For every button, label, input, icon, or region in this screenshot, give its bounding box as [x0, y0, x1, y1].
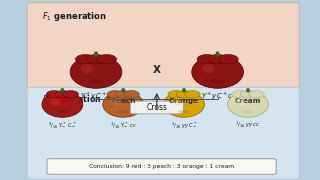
Ellipse shape	[111, 98, 121, 105]
Text: $^9/_{16}$ $Y^+_{-}$ $C^+_{-}$: $^9/_{16}$ $Y^+_{-}$ $C^+_{-}$	[48, 120, 77, 130]
Ellipse shape	[240, 91, 256, 98]
Text: $F_2$ generation: $F_2$ generation	[42, 93, 101, 106]
Text: Cream: Cream	[235, 98, 261, 104]
Text: Peach: Peach	[111, 98, 135, 104]
Polygon shape	[122, 89, 124, 92]
Ellipse shape	[55, 91, 70, 98]
Ellipse shape	[42, 92, 83, 117]
Ellipse shape	[97, 55, 116, 64]
Ellipse shape	[76, 55, 95, 64]
Ellipse shape	[56, 110, 68, 114]
Ellipse shape	[63, 91, 79, 98]
Ellipse shape	[210, 79, 225, 84]
Ellipse shape	[81, 64, 93, 73]
Ellipse shape	[117, 110, 129, 114]
Polygon shape	[216, 52, 219, 56]
Text: $Y^+yC^+c$: $Y^+yC^+c$	[201, 91, 234, 102]
Ellipse shape	[178, 110, 190, 114]
Ellipse shape	[86, 55, 106, 64]
Text: Orange: Orange	[169, 98, 199, 104]
Ellipse shape	[176, 91, 192, 98]
Ellipse shape	[51, 98, 60, 105]
Polygon shape	[94, 52, 98, 56]
Polygon shape	[61, 89, 64, 92]
Ellipse shape	[218, 55, 238, 64]
Ellipse shape	[228, 92, 268, 117]
Ellipse shape	[88, 79, 104, 84]
Text: Cross: Cross	[146, 103, 167, 112]
Text: Conclusion: 9 red : 3 peach : 3 orange : 1 cream: Conclusion: 9 red : 3 peach : 3 orange :…	[89, 164, 234, 169]
Ellipse shape	[164, 92, 204, 117]
Ellipse shape	[232, 91, 247, 98]
Text: X: X	[153, 65, 161, 75]
Text: $F_1$ generation: $F_1$ generation	[42, 10, 107, 23]
Ellipse shape	[168, 91, 183, 98]
Ellipse shape	[107, 91, 123, 98]
Text: Red: Red	[55, 98, 70, 104]
FancyBboxPatch shape	[130, 101, 183, 114]
Ellipse shape	[185, 91, 200, 98]
Ellipse shape	[192, 56, 244, 88]
Ellipse shape	[103, 92, 144, 117]
FancyBboxPatch shape	[27, 3, 299, 89]
Ellipse shape	[116, 91, 131, 98]
Ellipse shape	[249, 91, 264, 98]
Ellipse shape	[236, 98, 246, 105]
Text: $^3/_{16}$ $Y^+_{-}$ $cc$: $^3/_{16}$ $Y^+_{-}$ $cc$	[109, 120, 137, 130]
Ellipse shape	[208, 55, 228, 64]
Ellipse shape	[202, 64, 215, 73]
Text: $Y^+yC^+c$: $Y^+yC^+c$	[80, 91, 112, 102]
Text: $^3/_{16}$ $yy$ $C^+_{-}$: $^3/_{16}$ $yy$ $C^+_{-}$	[171, 120, 197, 130]
Ellipse shape	[172, 98, 182, 105]
FancyBboxPatch shape	[27, 87, 299, 179]
Ellipse shape	[124, 91, 140, 98]
Ellipse shape	[46, 91, 62, 98]
Polygon shape	[183, 89, 185, 92]
FancyBboxPatch shape	[47, 159, 276, 174]
Ellipse shape	[197, 55, 217, 64]
Polygon shape	[247, 89, 249, 92]
Ellipse shape	[70, 56, 122, 88]
Text: $^1/_{16}$ $yy$ $cc$: $^1/_{16}$ $yy$ $cc$	[235, 120, 261, 130]
Ellipse shape	[242, 110, 254, 114]
